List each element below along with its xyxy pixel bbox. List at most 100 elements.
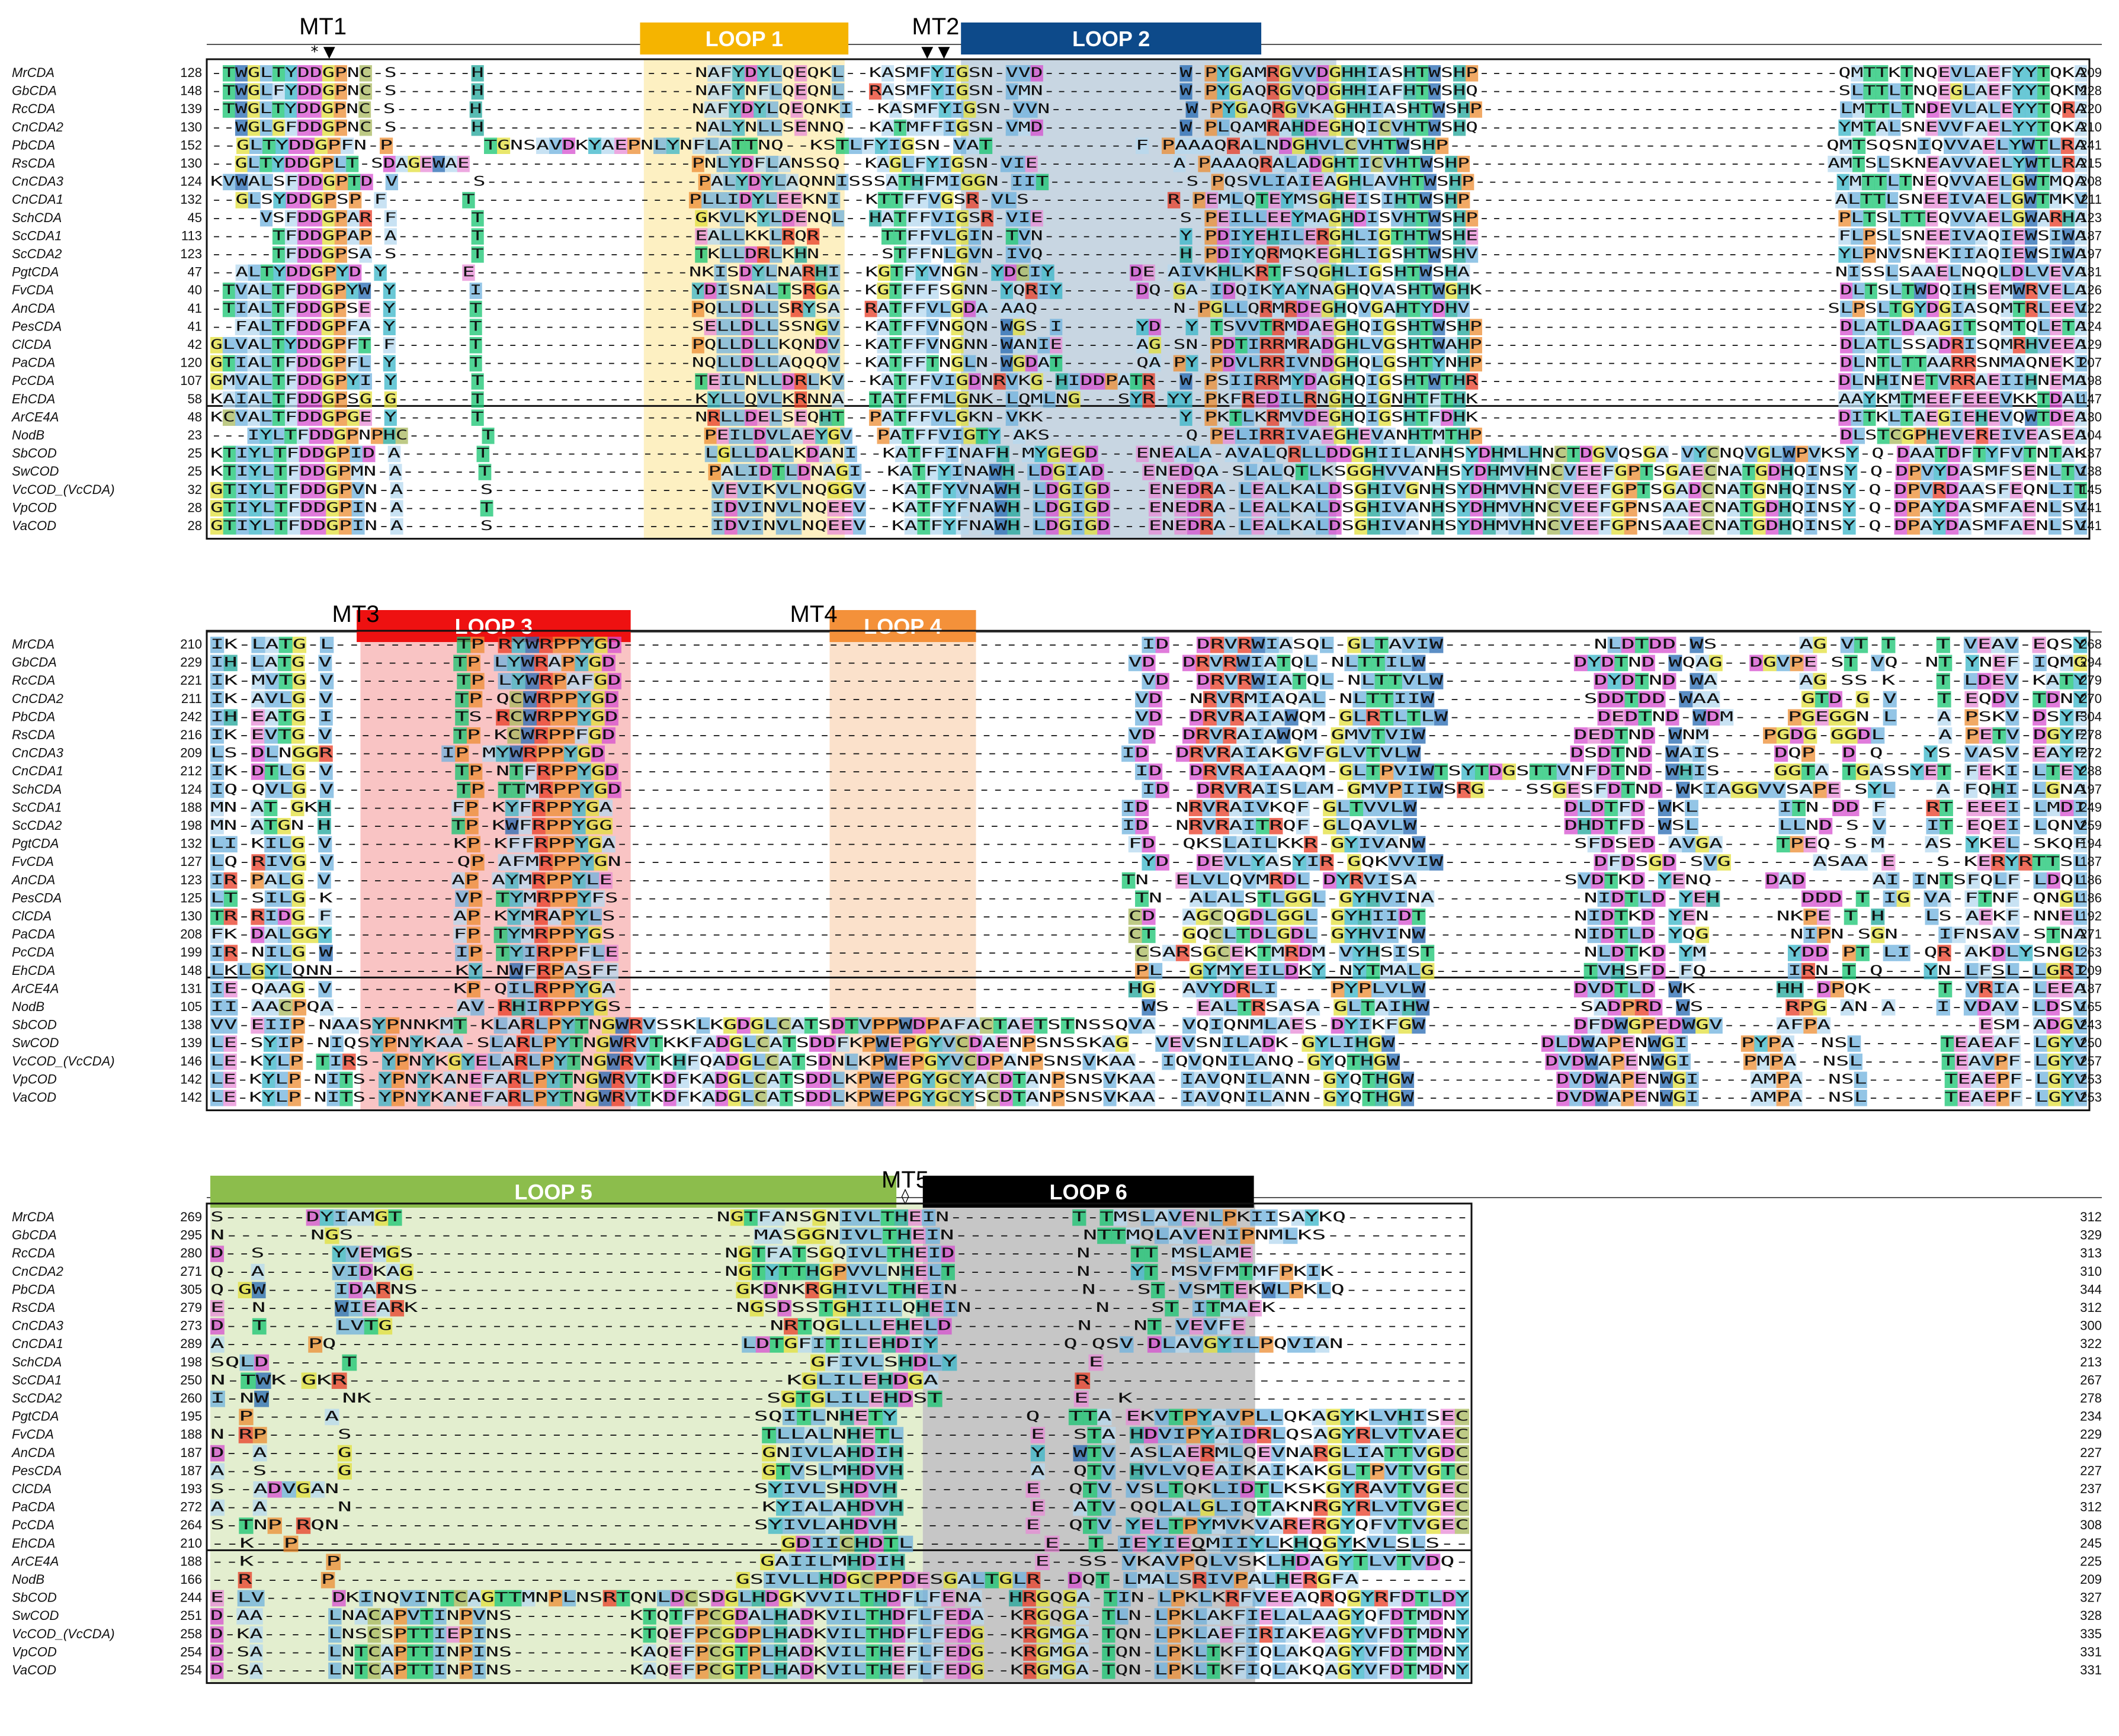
residue-highlight [1005,65,1018,82]
residue-highlight [1025,156,1038,172]
residue-highlight [1938,65,1951,82]
end-position: 312 [2080,1300,2102,1315]
residue-highlight [420,156,433,172]
residue-highlight [1403,119,1416,136]
sequence-residues: KVWALSFDDGPTD-V------S-----------------P… [210,175,2087,190]
residue-highlight [1018,83,1031,100]
residue-highlight [1371,101,1384,118]
residue-highlight [309,156,322,172]
sequence-name: CnCDA3 [12,1318,64,1333]
residue-highlight [1279,65,1292,82]
sequence-name: PbCDA [12,1282,55,1297]
residue-highlight [2012,156,2025,172]
sequence-name: ArCE4A [11,981,59,996]
sequence-name: VpCOD [12,1644,57,1659]
sequence-residues: --WGLGFDDGPNC-S------H-----------------N… [210,120,2087,135]
end-position: 194 [2080,836,2102,851]
residue-highlight [938,101,951,118]
residue-highlight [2037,65,2050,82]
residue-highlight [1341,119,1354,136]
residue-highlight [1254,119,1267,136]
residue-highlight [1987,174,2000,191]
residue-highlight [328,137,341,154]
start-position: 229 [180,655,202,670]
sequence-row: NodB 23 ---IYLTFDDGPNPHC------T-----------… [12,428,2102,444]
sequence-name: ClCDA [12,909,52,923]
residue-highlight [877,156,890,172]
residue-highlight [2048,137,2062,154]
sequence-row: ScCDA1 113 -----TFDDGPAP-A------T---------… [12,228,2102,245]
sequence-residues: ----VSFDDGPAR-F------T-----------------G… [210,211,2087,226]
sequence-row: VcCOD_(VcCDA) 32 GTIYLTFDDGPVN-A------S---… [12,482,2102,499]
sequence-row: VcCOD_(VcCDA) 146 LE-KYLP-TIRS-YPNYKGYELAR… [12,1053,2102,1070]
residue-highlight [1416,65,1429,82]
sequence-residues: IH-LATG-V---------TP-LYWRAPYGD----------… [210,656,2087,670]
residue-highlight [395,156,408,172]
residue-highlight [2075,101,2088,118]
sequence-residues: --K--P---------------------------------G… [210,1536,1469,1551]
residue-highlight [794,119,807,136]
residue-highlight [297,119,310,136]
start-position: 188 [180,1427,202,1442]
residue-highlight [321,101,334,118]
sequence-row: SchCDA 45 ----VSFDDGPAR-F------T----------… [12,210,2102,227]
residue-highlight [359,83,372,100]
residue-highlight [1420,101,1433,118]
sequence-row: SwCOD 139 LE-SYIP-NIQSYPNYKAA-SLARLPYTNGWR… [12,1035,2102,1052]
end-position: 220 [2080,101,2102,116]
sequence-name: NodB [12,428,44,442]
residue-highlight [691,156,704,172]
sequence-name: VcCOD_(VcCDA) [12,1626,115,1641]
start-position: 258 [180,1626,202,1641]
sequence-name: PesCDA [12,890,62,905]
residue-highlight [297,83,310,100]
residue-highlight [1974,174,1987,191]
residue-highlight [497,137,511,154]
residue-highlight [1261,174,1274,191]
residue-highlight [707,65,720,82]
residue-highlight [770,65,783,82]
sequence-name: ScCDA1 [12,228,62,243]
sequence-name: VpCOD [12,1071,57,1086]
start-position: 25 [188,446,202,461]
sequence-residues: A--S-----G-----------------------------G… [210,1464,1469,1478]
sequence-name: FvCDA [12,854,54,869]
residue-highlight [334,156,347,172]
start-position: 40 [188,283,202,297]
residue-highlight [385,174,398,191]
sequence-residues: GTIYLTFDDGPVN-A------S-----------------V… [210,483,2087,498]
residue-highlight [745,137,758,154]
end-position: 237 [2080,1481,2102,1496]
residue-highlight [1358,156,1371,172]
residue-highlight [1852,156,1865,172]
end-position: 234 [2080,1409,2102,1424]
start-position: 221 [180,673,202,688]
sequence-row: CnCDA1 212 IK-DTLG-V---------TP-NTFRPPYGD-… [12,763,2102,780]
loop-bar-2 [961,23,1262,54]
residue-highlight [1408,101,1421,118]
residue-highlight [222,83,236,100]
sequence-name: CnCDA3 [12,746,64,760]
residue-highlight [745,65,758,82]
residue-highlight [358,101,371,118]
sequence-residues: LE-KYLP-TIRS-YPNYKGYELARLPYTNGWRVTKHFQAD… [210,1054,2087,1069]
sequence-residues: I-NW-----NK---------------------------SG… [210,1391,1469,1406]
residue-highlight [432,156,445,172]
end-position: 245 [2080,1536,2102,1551]
sequence-residues: II-AACPQA---------AV-RHIRPPYGS----------… [210,1000,2087,1015]
residue-highlight [943,119,957,136]
residue-highlight [601,137,615,154]
residue-highlight [383,156,396,172]
sequence-residues: MN-AT-GKH---------FP-KYFRPPYGA----------… [210,800,2087,815]
residue-highlight [1361,174,1374,191]
sequence-row: RcCDA 221 IK-MVTG-V---------TP-LYWRPAFGD--… [12,673,2102,689]
residue-highlight [1242,119,1255,136]
residue-highlight [973,174,986,191]
loop-label-2: LOOP 2 [1072,27,1150,51]
residue-highlight [1341,83,1354,100]
residue-highlight [457,156,470,172]
start-position: 273 [180,1318,202,1333]
residue-highlight [1316,65,1329,82]
end-position: 186 [2080,890,2102,905]
residue-highlight [1279,137,1293,154]
